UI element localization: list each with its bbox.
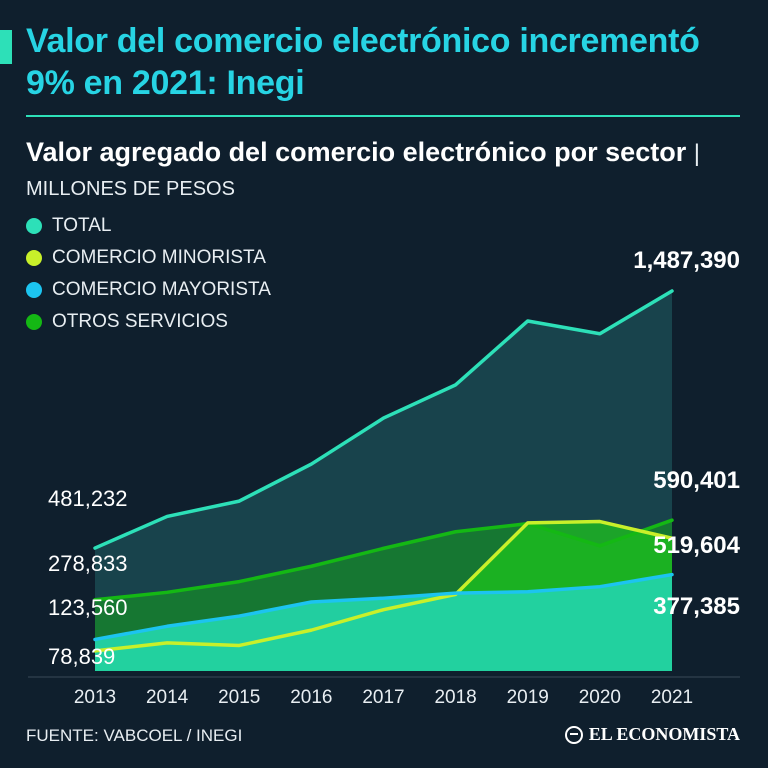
legend-dot-icon [26,314,42,330]
brand-logo: EL ECONOMISTA [564,724,740,745]
legend-label: COMERCIO MAYORISTA [52,279,271,300]
x-tick-label: 2020 [579,687,621,708]
legend-dot-icon [26,250,42,266]
legend: TOTAL COMERCIO MINORISTA COMERCIO MAYORI… [26,210,271,338]
line-total [93,289,674,550]
data-label-total-right: 1,487,390 [633,247,740,274]
brand-icon [564,725,583,744]
line-comercio-mayorista [93,572,674,642]
legend-dot-icon [26,282,42,298]
x-tick-label: 2019 [507,687,549,708]
data-label-otros-left: 278,833 [48,551,128,576]
legend-label: OTROS SERVICIOS [52,311,228,332]
source-note: FUENTE: VABCOEL / INEGI [26,726,243,745]
legend-item-otros: OTROS SERVICIOS [26,306,271,338]
chart-subtitle: Valor agregado del comercio electrónico … [26,136,746,205]
headline: Valor del comercio electrónico increment… [26,22,700,102]
legend-item-total: TOTAL [26,210,271,242]
x-tick-label: 2021 [651,687,693,708]
legend-label: COMERCIO MINORISTA [52,247,266,268]
data-label-mayorista-left: 123,560 [48,595,128,620]
brand-name: EL ECONOMISTA [588,724,740,744]
legend-item-minorista: COMERCIO MINORISTA [26,242,271,274]
line-otros-servicios [93,518,674,602]
x-tick-label: 2014 [146,687,189,708]
subtitle-separator: | [693,140,700,167]
x-tick-label: 2015 [218,687,260,708]
data-label-otros-right: 590,401 [653,467,740,494]
data-label-total-left: 481,232 [48,486,128,511]
headline-divider [26,115,740,117]
data-label-minorista-left: 78,839 [48,644,115,669]
legend-item-mayorista: COMERCIO MAYORISTA [26,274,271,306]
chart-title: Valor agregado del comercio electrónico … [26,137,687,167]
data-label-mayorista-right: 377,385 [653,593,740,620]
x-tick-label: 2017 [362,687,404,708]
line-comercio-minorista [93,519,674,653]
accent-bar [0,30,12,64]
legend-dot-icon [26,218,42,234]
data-label-minorista-right: 519,604 [653,532,740,559]
x-tick-label: 2013 [74,687,116,708]
chart-units: MILLONES DE PESOS [26,178,235,200]
legend-label: TOTAL [52,215,112,236]
x-tick-label: 2016 [290,687,332,708]
x-tick-label: 2018 [434,687,476,708]
